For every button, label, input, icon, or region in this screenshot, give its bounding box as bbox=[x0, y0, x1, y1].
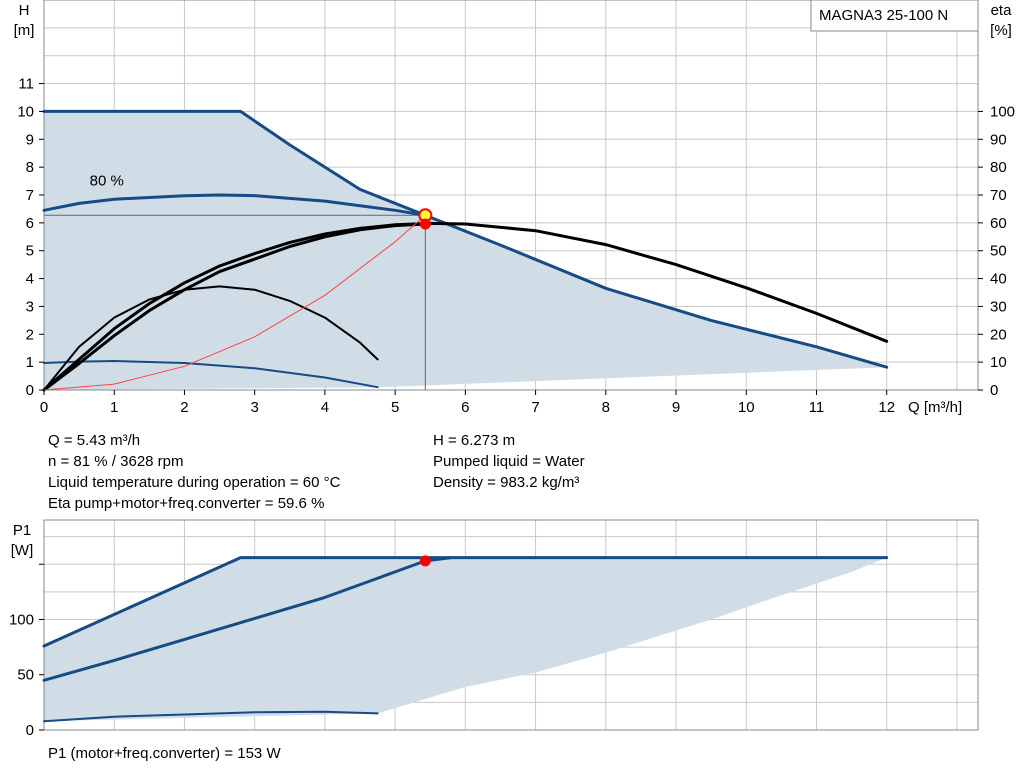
y2-axis-unit: [%] bbox=[990, 22, 1012, 39]
y-tick-label: 5 bbox=[26, 243, 34, 260]
power-y-tick-label: 100 bbox=[9, 611, 34, 628]
y-tick-label: 9 bbox=[26, 131, 34, 148]
x-tick-label: 7 bbox=[531, 399, 539, 416]
curve-annotation: 80 % bbox=[90, 172, 124, 189]
head-chart: 0 1 2 3 4 5 6 7 8 9 10 11 12 Q [m³/h]01234567891011H[… bbox=[14, 0, 1015, 416]
x-axis-label: Q [m³/h] bbox=[908, 399, 962, 416]
x-tick-label: 12 bbox=[878, 399, 895, 416]
y-tick-label: 3 bbox=[26, 298, 34, 315]
power-plot-border bbox=[43, 519, 979, 731]
y-tick-label: 7 bbox=[26, 187, 34, 204]
pump-model-label: MAGNA3 25-100 N bbox=[819, 7, 948, 24]
y2-tick-label: 10 bbox=[990, 354, 1007, 371]
constant-curve-80-line bbox=[42, 193, 427, 217]
y-tick-label: 8 bbox=[26, 159, 34, 176]
flow-readout: Q = 5.43 m³/h bbox=[48, 432, 141, 449]
y-axis-label: H bbox=[19, 2, 30, 19]
system-curve-line bbox=[43, 214, 426, 391]
operating-range-envelope bbox=[44, 111, 887, 391]
model-box bbox=[810, 0, 979, 32]
y2-tick-label: 70 bbox=[990, 187, 1007, 204]
power-y-tick-label: 0 bbox=[26, 722, 34, 739]
y-tick-label: 1 bbox=[26, 354, 34, 371]
power-readout: P1 (motor+freq.converter) = 153 W bbox=[48, 745, 281, 762]
power-y-axis-label: P1 bbox=[13, 522, 31, 539]
head-readout: H = 6.273 m bbox=[433, 432, 516, 449]
y2-tick-label: 0 bbox=[990, 382, 998, 399]
y2-tick-label: 100 bbox=[990, 103, 1015, 120]
density-readout: Density = 983.2 kg/m³ bbox=[433, 474, 580, 491]
y-tick-label: 6 bbox=[26, 215, 34, 232]
power-range-envelope bbox=[44, 557, 887, 722]
efficiency-readout: Eta pump+motor+freq.converter = 59.6 % bbox=[48, 495, 325, 512]
y2-tick-label: 30 bbox=[990, 298, 1007, 315]
speed-readout: n = 81 % / 3628 rpm bbox=[48, 453, 184, 470]
power-operating-point-marker bbox=[419, 555, 431, 567]
x-tick-label: 11 bbox=[809, 399, 825, 416]
x-tick-label: 3 bbox=[251, 399, 259, 416]
x-tick-label: 10 bbox=[738, 399, 755, 416]
y-tick-label: 2 bbox=[26, 326, 34, 343]
max-power-line bbox=[42, 556, 889, 648]
y2-tick-label: 90 bbox=[990, 131, 1007, 148]
x-tick-label: 0 bbox=[40, 399, 48, 416]
x-tick-label: 4 bbox=[321, 399, 329, 416]
efficiency-min-line bbox=[43, 285, 379, 391]
y-tick-label: 0 bbox=[26, 382, 34, 399]
y2-tick-label: 20 bbox=[990, 326, 1007, 343]
x-tick-label: 2 bbox=[180, 399, 188, 416]
y2-axis-label: eta bbox=[991, 2, 1013, 19]
x-tick-label: 6 bbox=[461, 399, 469, 416]
temperature-readout: Liquid temperature during operation = 60… bbox=[48, 474, 341, 491]
y2-tick-label: 40 bbox=[990, 271, 1007, 288]
x-tick-label: 5 bbox=[391, 399, 399, 416]
x-tick-label: 9 bbox=[672, 399, 680, 416]
max-curve-line bbox=[42, 109, 889, 369]
y2-tick-label: 60 bbox=[990, 215, 1007, 232]
liquid-readout: Pumped liquid = Water bbox=[433, 453, 585, 470]
x-tick-label: 1 bbox=[110, 399, 118, 416]
y2-tick-label: 50 bbox=[990, 243, 1007, 260]
min-power-line bbox=[43, 710, 379, 723]
y-tick-label: 10 bbox=[17, 103, 34, 120]
power-chart: 0 50 100 P1 [W] bbox=[9, 519, 979, 739]
power-y-tick-label: 50 bbox=[17, 667, 34, 684]
y-tick-label: 11 bbox=[18, 76, 34, 93]
y-axis-unit: [m] bbox=[14, 22, 35, 39]
efficiency-op-line bbox=[42, 222, 427, 392]
efficiency-point-marker bbox=[419, 218, 431, 230]
y2-tick-label: 80 bbox=[990, 159, 1007, 176]
power-y-axis-unit: [W] bbox=[11, 542, 34, 559]
x-tick-label: 8 bbox=[602, 399, 610, 416]
y-tick-label: 4 bbox=[26, 271, 34, 288]
